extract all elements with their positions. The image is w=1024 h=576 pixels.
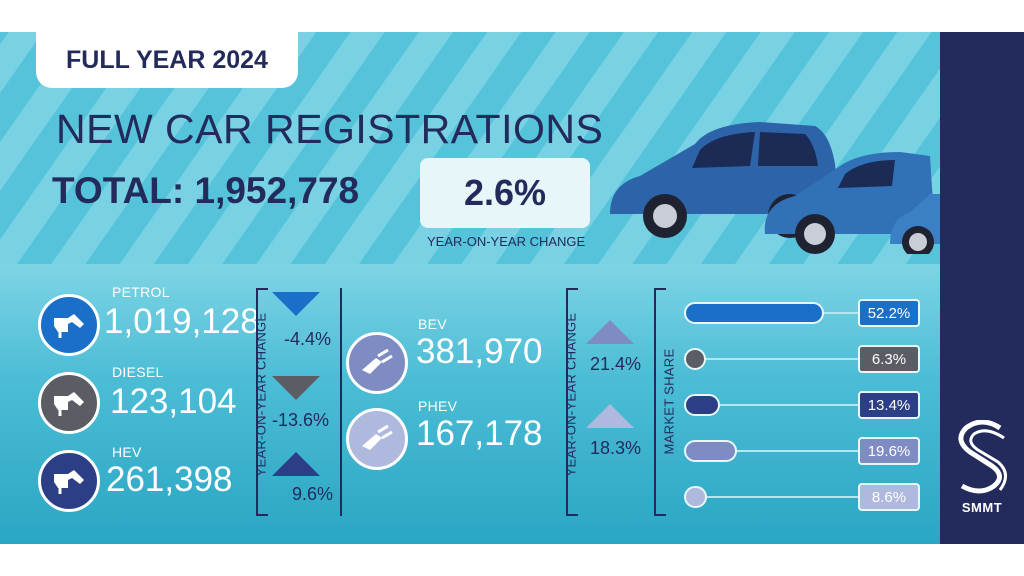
petrol-pump-icon bbox=[38, 294, 100, 356]
yoy-bracket-right bbox=[566, 288, 578, 516]
petrol-label: PETROL bbox=[112, 284, 170, 300]
market-share-bar-hev bbox=[684, 394, 720, 416]
hybrid-pump-icon bbox=[38, 450, 100, 512]
market-share-value-bev: 19.6% bbox=[858, 437, 920, 465]
diesel-value: 123,104 bbox=[110, 382, 237, 421]
total-registrations: TOTAL: 1,952,778 bbox=[52, 170, 359, 212]
petrol-change: -4.4% bbox=[284, 329, 332, 349]
diesel-change: -13.6% bbox=[272, 410, 330, 430]
diesel-pump-icon bbox=[38, 372, 100, 434]
market-share-bar-bev bbox=[684, 440, 737, 462]
market-share-label: MARKET SHARE bbox=[661, 348, 677, 455]
diesel-down-arrow-icon bbox=[272, 376, 320, 400]
phev-change: 18.3% bbox=[590, 438, 642, 458]
phev-up-arrow-icon bbox=[586, 404, 634, 428]
total-label: TOTAL: bbox=[52, 170, 185, 211]
yoy-axis-label-left: YEAR-ON-YEAR CHANGE bbox=[253, 312, 269, 477]
market-share-value-phev: 8.6% bbox=[858, 483, 920, 511]
bev-label: BEV bbox=[418, 316, 447, 332]
market-share-value-petrol: 52.2% bbox=[858, 299, 920, 327]
bev-value: 381,970 bbox=[416, 332, 543, 371]
market-share-track-hev bbox=[684, 404, 860, 406]
yoy-bracket-left bbox=[256, 288, 268, 516]
bev-change: 21.4% bbox=[590, 354, 642, 374]
market-share-bar-phev bbox=[684, 486, 708, 508]
market-share-track-phev bbox=[684, 496, 860, 498]
phev-value: 167,178 bbox=[416, 414, 543, 453]
petrol-value: 1,019,128 bbox=[104, 302, 260, 341]
market-share-bar-petrol bbox=[684, 302, 824, 324]
yoy-axis-label-right: YEAR-ON-YEAR CHANGE bbox=[563, 312, 579, 477]
cars-illustration bbox=[610, 122, 940, 254]
phev-plug-icon bbox=[346, 408, 408, 470]
market-share-value-diesel: 6.3% bbox=[858, 345, 920, 373]
market-share-bracket bbox=[654, 288, 666, 516]
hev-value: 261,398 bbox=[106, 460, 233, 499]
market-share-value-hev: 13.4% bbox=[858, 391, 920, 419]
bev-up-arrow-icon bbox=[586, 320, 634, 344]
market-share-track-diesel bbox=[684, 358, 860, 360]
yoy-change-value: 2.6% bbox=[420, 158, 590, 228]
petrol-down-arrow-icon bbox=[272, 292, 320, 316]
brand-name: SMMT bbox=[961, 500, 1003, 515]
total-value: 1,952,778 bbox=[194, 170, 360, 211]
market-share-track-bev bbox=[684, 450, 860, 452]
hev-change: 9.6% bbox=[292, 484, 334, 504]
bev-plug-icon bbox=[346, 332, 408, 394]
infographic: FULL YEAR 2024 NEW CAR REGISTRATIONS TOT… bbox=[0, 32, 1024, 544]
market-share-bar-diesel bbox=[684, 348, 706, 370]
yoy-change-label: YEAR-ON-YEAR CHANGE bbox=[427, 234, 586, 249]
hev-up-arrow-icon bbox=[272, 452, 320, 476]
diesel-label: DIESEL bbox=[112, 364, 164, 380]
phev-label: PHEV bbox=[418, 398, 458, 414]
smmt-logo-icon bbox=[958, 420, 1007, 494]
hev-label: HEV bbox=[112, 444, 142, 460]
period-badge: FULL YEAR 2024 bbox=[36, 32, 298, 88]
page-title: NEW CAR REGISTRATIONS bbox=[56, 106, 604, 152]
car-front-icon bbox=[890, 194, 940, 254]
section-divider bbox=[340, 288, 342, 516]
car-middle-icon bbox=[764, 152, 935, 254]
